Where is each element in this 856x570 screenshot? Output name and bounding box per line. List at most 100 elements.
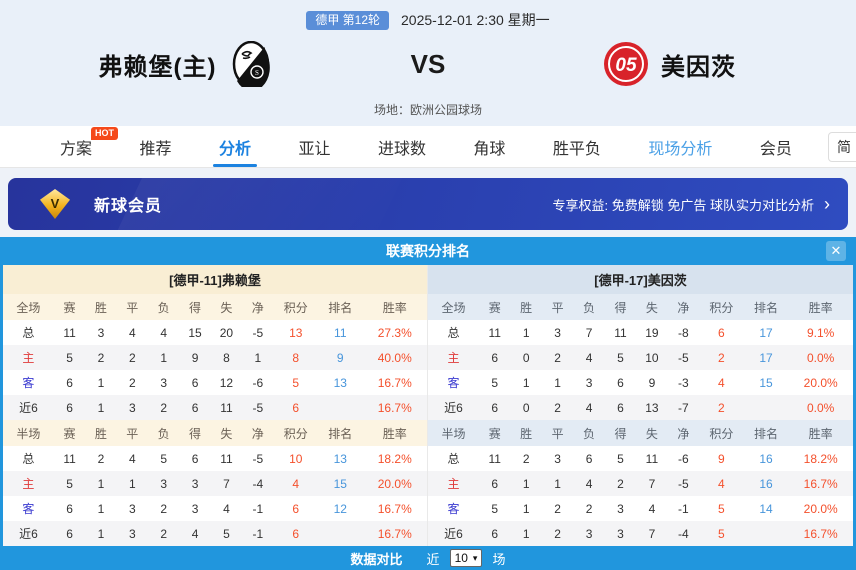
stat-cell: 3 <box>97 325 105 340</box>
stat-cell: 20.0% <box>803 501 838 516</box>
recent-count-select[interactable]: 10 ▾ <box>449 549 483 567</box>
away-team-name: 美因茨 <box>661 53 736 81</box>
tab-label: 胜平负 <box>552 140 601 158</box>
column-header: 平 <box>116 294 148 320</box>
stat-cell: 5 <box>718 501 725 516</box>
tab-fangan[interactable]: 方案 HOT <box>58 126 119 167</box>
tab-shengpingfu[interactable]: 胜平负 <box>551 126 603 167</box>
stat-cell: 2 <box>97 451 105 466</box>
standings-tables: [德甲-11]弗赖堡 全场赛胜平负得失净积分 排名 胜率总 11 3 4 4 15 20 -5 13… <box>3 265 853 546</box>
stat-cell: 3 <box>585 526 593 541</box>
tab-tuijian[interactable]: 推荐 <box>137 126 173 167</box>
tab-label: 现场分析 <box>648 140 713 158</box>
close-icon[interactable]: ✕ <box>826 241 846 261</box>
standings-title-bar: 联赛积分排名 ✕ <box>3 237 853 265</box>
column-header: 胜 <box>510 420 542 446</box>
stats-row: 总 11 2 4 5 6 11 -5 10 13 18.2% <box>3 446 427 471</box>
column-header: 净 <box>242 294 274 320</box>
vip-icon-letter: V <box>50 195 60 211</box>
row-label: 主 <box>447 351 460 365</box>
stat-cell: 6 <box>191 400 199 415</box>
column-header: 净 <box>667 294 700 320</box>
stat-cell: 9 <box>718 451 725 466</box>
stat-cell: 6 <box>491 350 499 365</box>
stat-cell: 4 <box>292 476 300 491</box>
stat-cell: 5 <box>617 451 624 466</box>
column-header: 赛 <box>479 420 511 446</box>
stat-cell: 2 <box>160 501 168 516</box>
stat-cell: 0 <box>522 350 530 365</box>
stat-cell: 6 <box>191 375 199 390</box>
tab-jiaoqiu[interactable]: 角球 <box>471 126 507 167</box>
stat-cell: 1 <box>522 375 530 390</box>
tab-yarang[interactable]: 亚让 <box>296 126 332 167</box>
stat-cell: 3 <box>585 375 593 390</box>
vip-benefits-row: 专享权益: 免费解锁 免广告 球队实力对比分析 › <box>553 195 830 214</box>
stat-cell: 3 <box>191 476 199 491</box>
stat-cell: 1 <box>97 375 105 390</box>
language-button[interactable]: 简 <box>828 132 856 162</box>
stat-cell: 16 <box>759 476 773 491</box>
column-header: 积分 <box>273 420 319 446</box>
stat-cell: 11 <box>334 325 347 340</box>
row-label: 总 <box>447 452 460 466</box>
stat-cell: 13 <box>333 375 347 390</box>
column-header: 半场 <box>428 420 479 446</box>
svg-text:S: S <box>256 69 260 77</box>
stats-row: 客 6 1 2 3 6 12 -6 5 13 16.7% <box>3 370 427 395</box>
tab-huiyuan[interactable]: 会员 <box>758 126 794 167</box>
stat-cell: 2 <box>97 350 105 365</box>
data-compare-label: 数据对比 <box>350 551 403 567</box>
column-header: 积分 <box>699 294 744 320</box>
stat-cell: 9 <box>336 350 344 365</box>
stat-cell: 2 <box>522 451 530 466</box>
column-header: 负 <box>148 294 180 320</box>
tab-label: 角球 <box>473 140 506 158</box>
tab-label: 进球数 <box>377 140 426 158</box>
stat-cell: 5 <box>491 501 499 516</box>
stat-cell: 2 <box>128 350 136 365</box>
stat-cell: 7 <box>648 526 656 541</box>
row-label: 近6 <box>19 527 38 541</box>
stats-row: 总 11 1 3 7 11 19 -8 6 17 9.1% <box>428 320 853 345</box>
column-header-row: 半场赛胜平负得失净积分 排名 胜率 <box>3 420 427 446</box>
stat-cell: 5 <box>223 526 230 541</box>
column-header: 得 <box>604 420 637 446</box>
column-header: 胜 <box>510 294 542 320</box>
stat-cell: 9 <box>648 375 656 390</box>
stat-cell: 15 <box>333 476 347 491</box>
stat-cell: 11 <box>63 451 76 466</box>
row-label: 近6 <box>444 401 463 415</box>
stat-cell: 18.2% <box>803 451 838 466</box>
stat-cell: 1 <box>522 325 530 340</box>
stat-cell: 4 <box>128 325 136 340</box>
stat-cell: 6 <box>66 375 73 390</box>
stat-cell: 6 <box>491 476 499 491</box>
column-header: 净 <box>242 420 274 446</box>
stat-cell: 3 <box>554 325 561 340</box>
tab-label: 推荐 <box>139 140 172 158</box>
column-header: 积分 <box>273 294 319 320</box>
teams-row: 弗赖堡(主) S VS 05 美因茨 <box>0 33 856 95</box>
home-standings-header: [德甲-11]弗赖堡 <box>3 265 427 294</box>
stat-cell: 11 <box>488 325 501 340</box>
stats-row: 主 6 0 2 4 5 10 -5 2 17 0.0% <box>428 345 853 370</box>
tab-xianchang-fenxi[interactable]: 现场分析 <box>646 126 714 167</box>
freiburg-logo-icon: S <box>233 41 271 87</box>
stat-cell: 0.0% <box>806 400 835 415</box>
tab-fenxi[interactable]: 分析 <box>217 126 253 167</box>
stat-cell <box>744 521 789 546</box>
stats-row: 近6 6 1 3 2 4 5 -1 6 16.7% <box>3 521 427 546</box>
row-label: 客 <box>447 502 460 516</box>
column-header-row: 半场赛胜平负得失净积分 排名 胜率 <box>428 420 853 446</box>
vip-banner[interactable]: V 新球会员 专享权益: 免费解锁 免广告 球队实力对比分析 › <box>8 178 848 230</box>
stat-cell: 2 <box>160 400 168 415</box>
stat-cell: -4 <box>252 476 264 491</box>
stat-cell: 6 <box>617 400 624 415</box>
chevron-right-icon[interactable]: › <box>824 194 830 214</box>
stats-row: 近6 6 0 2 4 6 13 -7 2 0.0% <box>428 395 853 420</box>
stat-cell: 6 <box>718 325 725 340</box>
stat-cell: 3 <box>617 501 624 516</box>
tab-jinqiushu[interactable]: 进球数 <box>376 126 428 167</box>
row-label: 近6 <box>19 401 38 415</box>
